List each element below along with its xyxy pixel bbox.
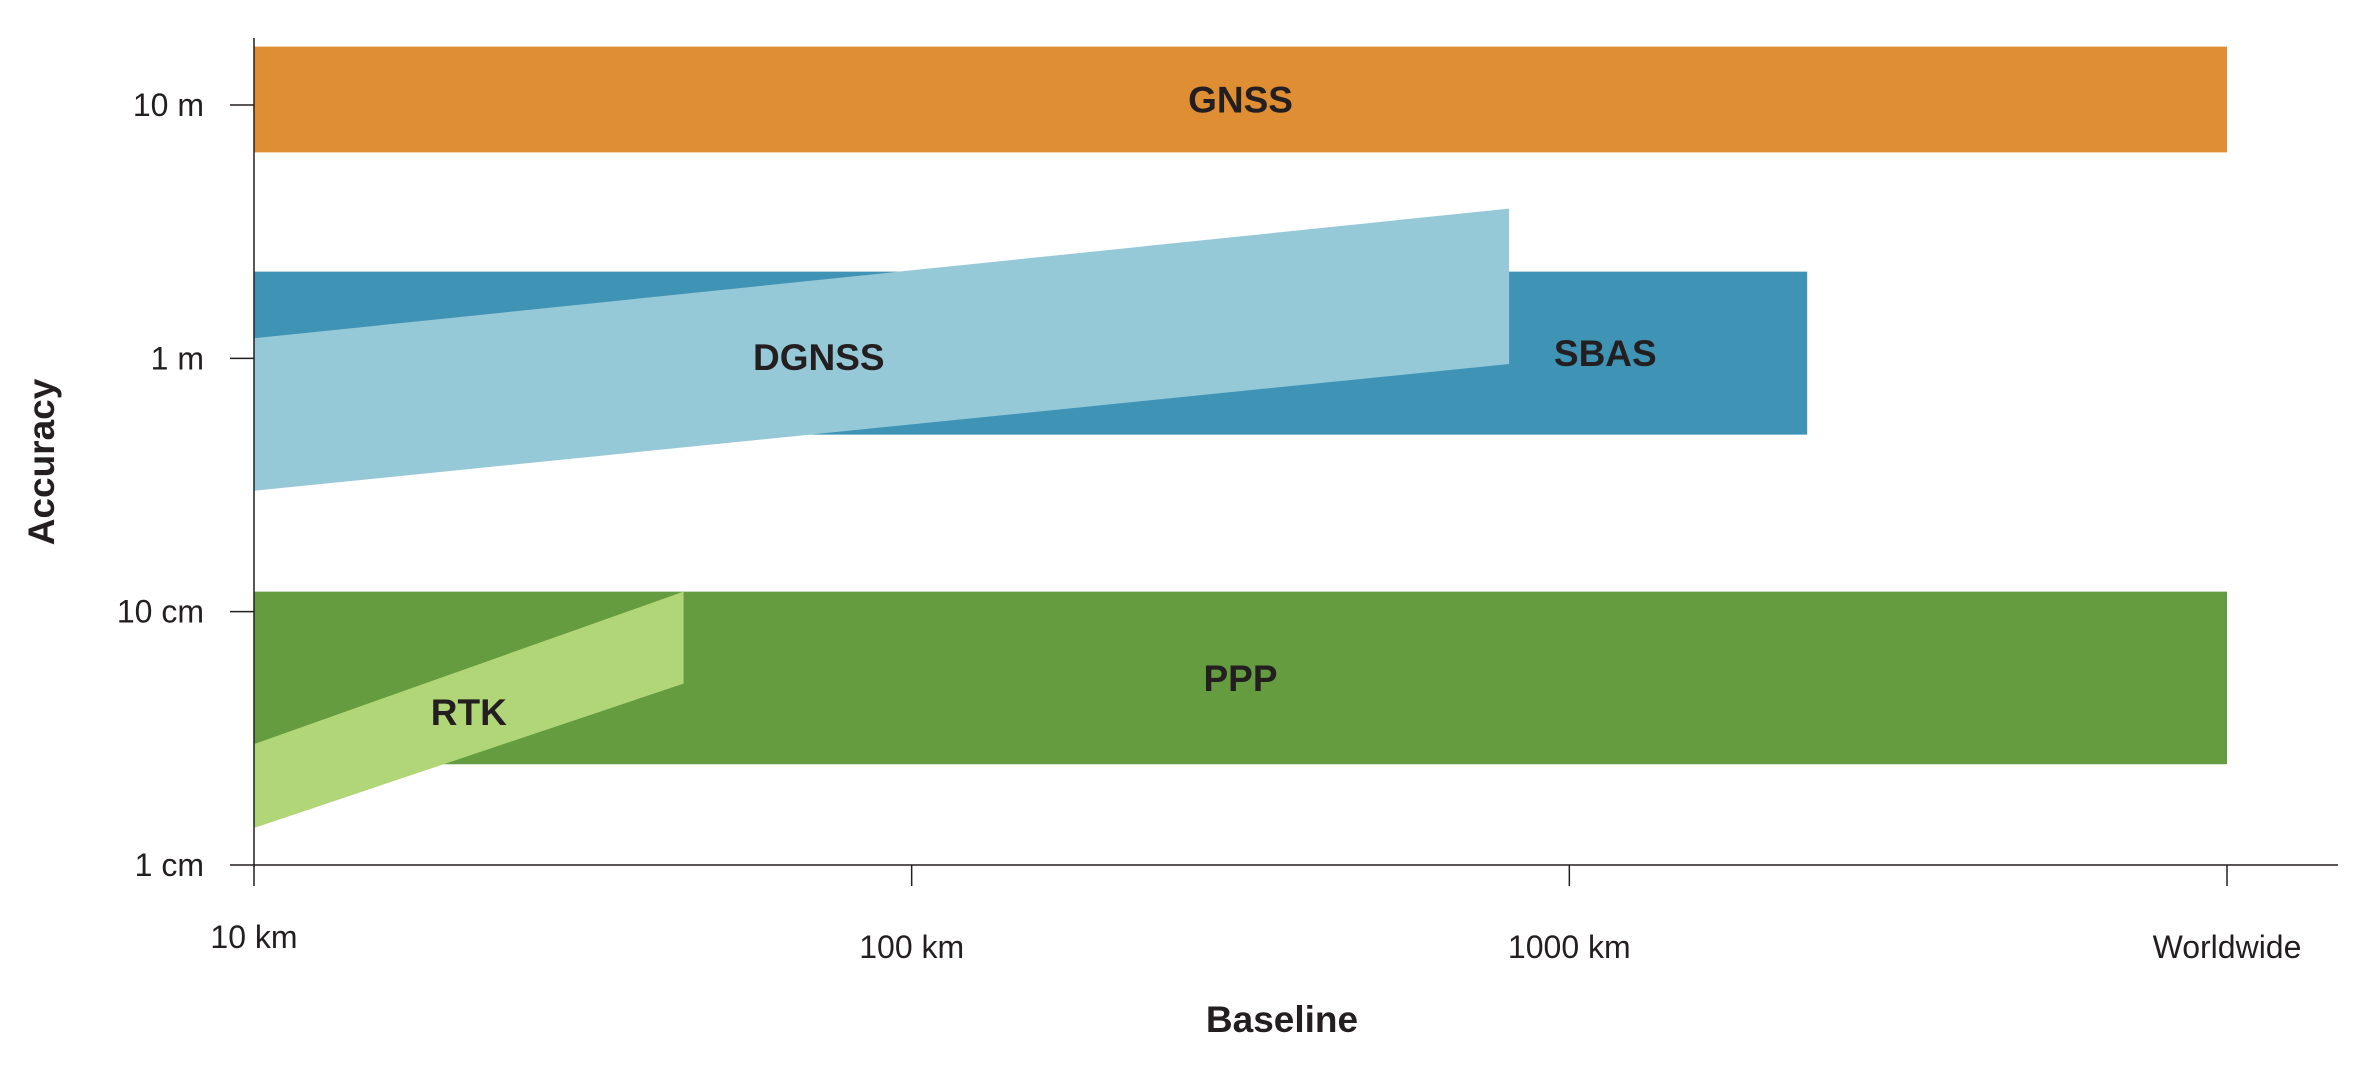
band-label-gnss: GNSS (1188, 80, 1293, 121)
x-ticks-layer: 10 km 100 km 1000 km Worldwide (210, 865, 2301, 965)
x-tick-label-100-km: 100 km (859, 929, 964, 965)
bands-layer (254, 46, 2227, 828)
band-label-ppp: PPP (1203, 658, 1277, 699)
x-tick-label-worldwide: Worldwide (2153, 929, 2302, 965)
x-tick-label-1000-km: 1000 km (1508, 929, 1631, 965)
band-label-rtk: RTK (431, 692, 507, 733)
band-label-sbas: SBAS (1554, 333, 1657, 374)
band-rtk (254, 591, 684, 828)
y-tick-label-1-cm: 1 cm (135, 847, 204, 883)
x-tick-label-10-km: 10 km (210, 919, 297, 955)
band-dgnss (254, 208, 1510, 491)
x-axis-title: Baseline (1206, 999, 1358, 1040)
y-axis-title: Accuracy (21, 378, 62, 545)
band-ppp (254, 591, 2227, 765)
y-ticks-layer: 1 cm 10 cm 1 m 10 m (117, 87, 254, 883)
y-tick-label-1-m: 1 m (151, 340, 204, 376)
band-label-dgnss: DGNSS (753, 337, 885, 378)
y-tick-label-10-m: 10 m (133, 87, 204, 123)
band-gnss (254, 46, 2227, 153)
y-tick-label-10-cm: 10 cm (117, 594, 204, 630)
axes-layer (253, 38, 2338, 867)
band-labels-layer: GNSS SBAS DGNSS PPP RTK (431, 80, 1657, 733)
